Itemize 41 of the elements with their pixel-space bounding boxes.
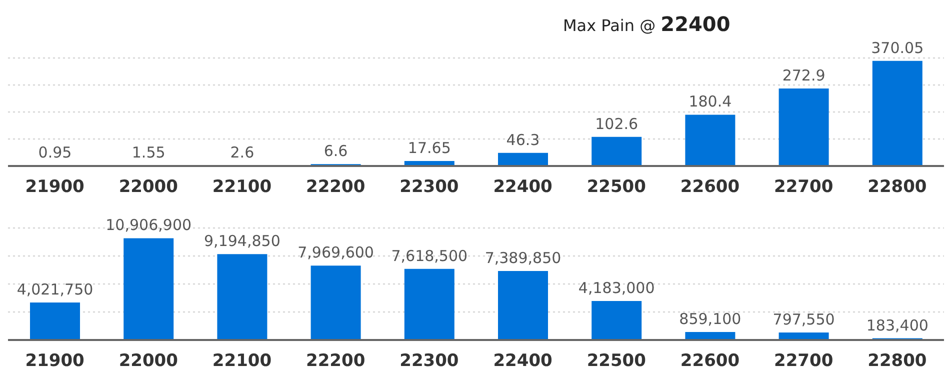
x-tick-label: 22700	[774, 351, 834, 372]
data-label: 859,100	[679, 310, 742, 328]
data-label: 4,021,750	[16, 280, 94, 298]
data-label: 7,618,500	[391, 246, 468, 265]
data-label: 272.9	[782, 66, 826, 84]
data-label: 10,906,900	[106, 216, 192, 234]
x-tick-label: 22200	[306, 177, 366, 198]
data-label: 17.65	[408, 138, 451, 157]
x-tick-label: 22500	[586, 351, 646, 372]
x-tick-label: 22000	[118, 177, 178, 198]
x-tick-label: 22200	[306, 351, 366, 372]
data-label: 183,400	[866, 316, 928, 334]
x-tick-label: 22300	[400, 351, 459, 372]
x-tick-label: 22400	[493, 351, 553, 372]
data-label: 2.6	[230, 143, 254, 162]
x-tick-label: 22100	[212, 351, 272, 372]
data-label: 102.6	[595, 114, 638, 133]
x-tick-label: 22600	[680, 177, 740, 198]
data-label: 6.6	[324, 142, 348, 160]
data-label: 7,969,600	[298, 244, 374, 262]
data-label: 0.95	[38, 144, 72, 162]
data-label: 7,389,850	[484, 249, 562, 268]
chart-title: Max Pain @ 22400	[563, 12, 730, 36]
x-tick-label: 22100	[212, 177, 272, 198]
x-tick-label: 22400	[493, 177, 553, 198]
x-tick-label: 22800	[868, 177, 927, 198]
data-label: 797,550	[772, 310, 835, 329]
x-tick-label: 22700	[774, 177, 834, 198]
x-tick-label: 21900	[25, 177, 85, 198]
data-label: 9,194,850	[204, 232, 280, 250]
x-tick-label: 22500	[586, 177, 646, 198]
x-tick-label: 22000	[118, 351, 178, 372]
data-label: 180.4	[688, 92, 732, 111]
x-tick-label: 21900	[25, 351, 85, 372]
data-label: 1.55	[132, 144, 166, 162]
data-label: 4,183,000	[578, 278, 655, 297]
data-label: 370.05	[871, 38, 924, 57]
x-tick-label: 22300	[400, 177, 459, 198]
data-label: 46.3	[506, 130, 540, 149]
x-tick-label: 22600	[680, 351, 740, 372]
x-tick-label: 22800	[868, 351, 927, 372]
